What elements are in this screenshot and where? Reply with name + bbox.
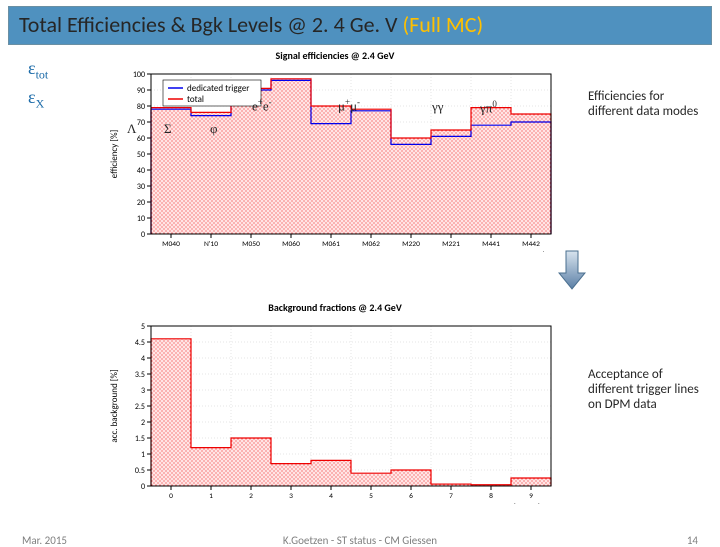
annotation-efficiencies: Efficiencies for different data modes	[588, 89, 708, 119]
svg-text:0: 0	[141, 482, 145, 492]
svg-text:Trigger Line: Trigger Line	[507, 502, 550, 504]
svg-text:100: 100	[133, 70, 145, 80]
svg-text:8: 8	[489, 492, 493, 501]
svg-text:6: 6	[409, 492, 413, 501]
svg-text:70: 70	[137, 118, 145, 128]
greek-label: φ	[210, 121, 218, 137]
svg-text:M060: M060	[282, 240, 300, 249]
svg-text:efficiency [%]: efficiency [%]	[109, 129, 120, 178]
svg-text:M040: M040	[162, 240, 180, 249]
svg-text:30: 30	[137, 182, 145, 192]
svg-text:10: 10	[137, 214, 145, 224]
greek-label: Σ	[164, 121, 172, 137]
chart-signal-efficiencies: Signal efficiencies @ 2.4 GeV 0 10 20 30 40 5…	[105, 49, 565, 252]
greek-label: e+e-	[252, 97, 272, 114]
epsilon-labels: εtot εX	[28, 57, 48, 114]
svg-text:acc. background [%]: acc. background [%]	[109, 369, 120, 443]
svg-text:3: 3	[289, 492, 293, 501]
svg-text:0: 0	[169, 492, 173, 501]
svg-text:5: 5	[369, 492, 373, 501]
down-arrow	[558, 249, 586, 291]
svg-text:4: 4	[141, 354, 145, 364]
svg-text:1.5: 1.5	[135, 434, 145, 444]
svg-text:M220: M220	[402, 240, 420, 249]
greek-label: μ+μ-	[338, 97, 360, 114]
title-prefix: Total Efficiencies & Bgk Levels @ 2. 4 G…	[19, 11, 403, 38]
svg-text:1: 1	[209, 492, 213, 501]
greek-label: γγ	[432, 99, 444, 115]
svg-text:Data Mode: Data Mode	[508, 250, 549, 252]
svg-text:40: 40	[137, 166, 145, 176]
chart2-title: Background fractions @ 2.4 GeV	[105, 301, 565, 314]
svg-text:5: 5	[141, 322, 145, 332]
svg-text:M441: M441	[482, 240, 500, 249]
greek-label: Λ	[127, 121, 136, 137]
svg-text:M050: M050	[242, 240, 260, 249]
svg-text:4.5: 4.5	[135, 338, 145, 348]
svg-text:50: 50	[137, 150, 145, 160]
svg-text:N'10: N'10	[204, 240, 218, 249]
greek-label: γπ0	[480, 99, 497, 116]
svg-text:80: 80	[137, 102, 145, 112]
svg-text:M442: M442	[522, 240, 540, 249]
chart-background-fractions: Background fractions @ 2.4 GeV 0 0.5 1 1.5 2…	[105, 301, 565, 504]
chart1-svg: 0 10 20 30 40 50 60 70 80 90 100 M040 N'10 M050 M060 M0…	[105, 62, 565, 252]
svg-text:0.5: 0.5	[135, 466, 145, 476]
svg-text:dedicated trigger: dedicated trigger	[187, 83, 249, 94]
svg-text:20: 20	[137, 198, 145, 208]
svg-text:0: 0	[141, 230, 145, 240]
page-title: Total Efficiencies & Bgk Levels @ 2. 4 G…	[19, 11, 483, 38]
chart1-title: Signal efficiencies @ 2.4 GeV	[105, 49, 565, 62]
svg-text:1: 1	[141, 450, 145, 460]
svg-text:total: total	[187, 94, 204, 105]
chart2-svg: 0 0.5 1 1.5 2 2.5 3 3.5 4 4.5 5 0 1 2 3 4 5 6 7 8 9 acc. back…	[105, 314, 565, 504]
svg-text:M062: M062	[362, 240, 380, 249]
svg-text:7: 7	[449, 492, 453, 501]
svg-text:4: 4	[329, 492, 333, 501]
svg-text:3.5: 3.5	[135, 370, 145, 380]
svg-text:2: 2	[249, 492, 253, 501]
svg-text:M061: M061	[322, 240, 340, 249]
svg-text:60: 60	[137, 134, 145, 144]
svg-text:2: 2	[141, 418, 145, 428]
title-bar: Total Efficiencies & Bgk Levels @ 2. 4 G…	[8, 6, 712, 45]
eps-tot: εtot	[28, 57, 48, 86]
svg-text:9: 9	[529, 492, 533, 501]
svg-text:3: 3	[141, 386, 145, 396]
svg-text:2.5: 2.5	[135, 402, 145, 412]
title-highlight: (Full MC)	[403, 11, 484, 38]
svg-text:M221: M221	[442, 240, 460, 249]
footer-page: 14	[687, 534, 698, 547]
svg-text:90: 90	[137, 86, 145, 96]
annotation-acceptance: Acceptance of different trigger lines on…	[588, 367, 708, 412]
footer-center: K.Goetzen - ST status - CM Giessen	[0, 534, 720, 547]
eps-x: εX	[28, 86, 48, 115]
